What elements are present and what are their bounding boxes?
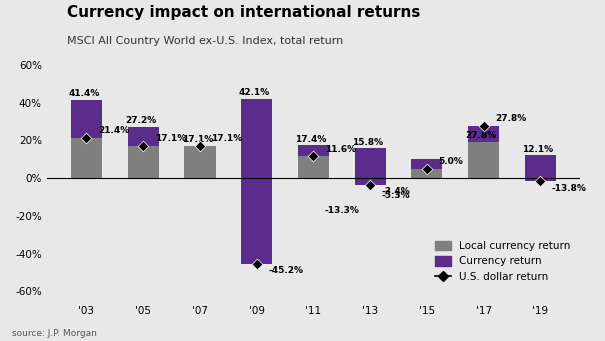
Bar [71, 100, 102, 138]
Bar [468, 126, 499, 143]
Text: 15.8%: 15.8% [352, 137, 384, 147]
Bar [71, 100, 102, 178]
Text: 12.1%: 12.1% [523, 145, 554, 153]
Point [195, 143, 204, 149]
Text: 21.4%: 21.4% [98, 126, 129, 135]
Point [252, 261, 261, 266]
Bar [411, 159, 442, 169]
Point [422, 166, 432, 172]
Text: -13.8%: -13.8% [552, 184, 586, 193]
Bar [241, 99, 272, 178]
Text: 5.0%: 5.0% [438, 157, 463, 166]
Text: source: J.P. Morgan: source: J.P. Morgan [12, 329, 97, 338]
Bar [298, 145, 329, 178]
Point [82, 135, 91, 140]
Text: 11.6%: 11.6% [325, 145, 356, 153]
Point [479, 123, 488, 129]
Text: 17.1%: 17.1% [182, 135, 214, 144]
Text: 27.2%: 27.2% [125, 116, 157, 125]
Text: MSCI All Country World ex-U.S. Index, total return: MSCI All Country World ex-U.S. Index, to… [67, 36, 343, 46]
Text: -45.2%: -45.2% [268, 266, 303, 276]
Text: -3.4%: -3.4% [382, 188, 410, 196]
Text: 17.4%: 17.4% [295, 134, 327, 144]
Text: -13.3%: -13.3% [325, 206, 359, 215]
Text: 27.8%: 27.8% [495, 114, 526, 123]
Text: -5.3%: -5.3% [382, 191, 410, 200]
Point [139, 143, 148, 149]
Bar [525, 155, 556, 181]
Bar [468, 143, 499, 178]
Bar [128, 127, 159, 146]
Text: 27.8%: 27.8% [466, 132, 497, 140]
Bar [525, 155, 556, 178]
Bar [241, 99, 272, 264]
Text: 17.1%: 17.1% [154, 134, 186, 143]
Text: 41.4%: 41.4% [68, 89, 100, 98]
Bar [128, 127, 159, 178]
Point [365, 182, 375, 187]
Point [535, 179, 545, 184]
Bar [185, 146, 215, 178]
Bar [298, 145, 329, 156]
Bar [355, 148, 386, 178]
Text: 17.1%: 17.1% [211, 134, 243, 143]
Bar [355, 148, 386, 184]
Text: 42.1%: 42.1% [239, 88, 270, 97]
Legend: Local currency return, Currency return, U.S. dollar return: Local currency return, Currency return, … [431, 237, 575, 286]
Text: Currency impact on international returns: Currency impact on international returns [67, 5, 420, 20]
Bar [411, 159, 442, 178]
Point [309, 153, 318, 159]
